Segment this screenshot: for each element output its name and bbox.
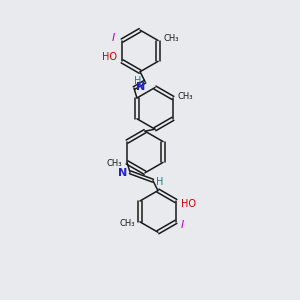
- Text: HO: HO: [102, 52, 117, 62]
- Text: I: I: [181, 220, 184, 230]
- Text: N: N: [118, 168, 128, 178]
- Text: H: H: [134, 76, 142, 85]
- Text: N: N: [136, 82, 146, 92]
- Text: CH₃: CH₃: [106, 159, 122, 168]
- Text: CH₃: CH₃: [163, 34, 178, 43]
- Text: CH₃: CH₃: [178, 92, 194, 101]
- Text: I: I: [112, 33, 115, 43]
- Text: H: H: [156, 177, 164, 187]
- Text: HO: HO: [181, 199, 196, 209]
- Text: CH₃: CH₃: [119, 219, 135, 228]
